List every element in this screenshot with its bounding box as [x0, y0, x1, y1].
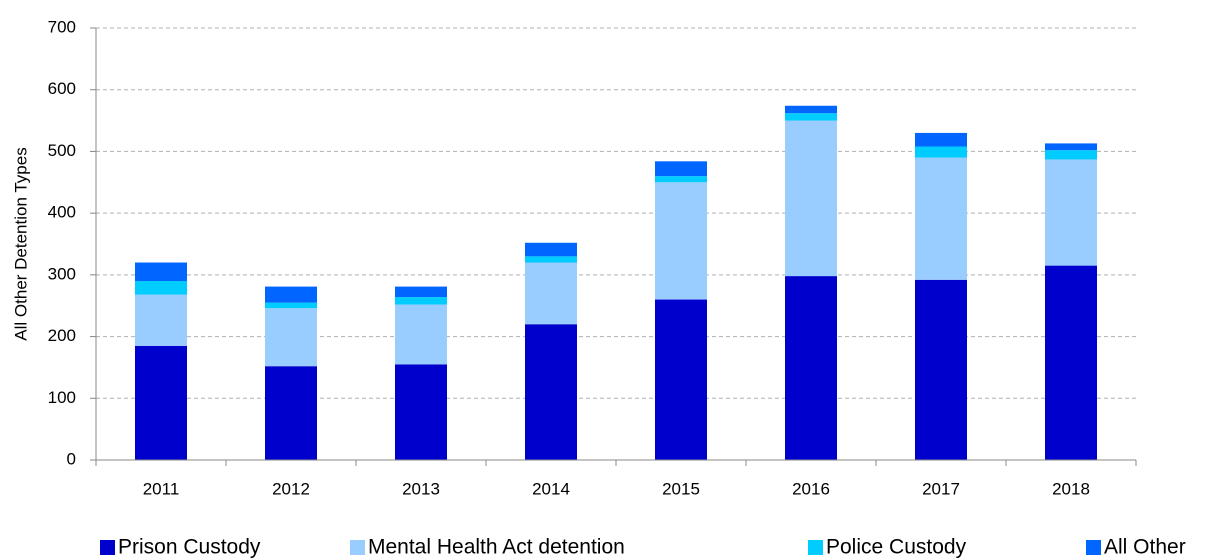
bar-segment	[1045, 265, 1097, 460]
bar-segment	[785, 276, 837, 460]
x-tick-label: 2013	[402, 479, 440, 498]
y-tick-label: 500	[48, 141, 76, 160]
bar-segment	[135, 345, 187, 460]
bar-segment	[655, 299, 707, 460]
bar-segment	[785, 113, 837, 121]
legend-label: All Other	[1104, 536, 1186, 559]
y-tick-label: 700	[48, 17, 76, 36]
x-tick-label: 2011	[143, 479, 180, 498]
bar-segment	[655, 161, 707, 177]
bar-segment	[135, 262, 187, 282]
bar-segment	[525, 262, 577, 325]
x-tick-label: 2014	[532, 479, 570, 498]
bar-segment	[785, 105, 837, 114]
bar-segment	[265, 308, 317, 367]
legend-swatch	[100, 540, 115, 555]
y-tick-label: 300	[48, 264, 76, 283]
bar-segment	[265, 286, 317, 303]
y-tick-label: 200	[48, 326, 76, 345]
legend-label: Mental Health Act detention	[368, 536, 625, 559]
legend-label: Prison Custody	[118, 536, 261, 559]
y-axis-label: All Other Detention Types	[11, 147, 30, 340]
x-tick-label: 2017	[922, 479, 960, 498]
bar-segment	[525, 324, 577, 460]
y-tick-label: 400	[48, 203, 76, 222]
bar-segment	[525, 256, 577, 263]
bar-segment	[915, 146, 967, 158]
bar-segment	[395, 304, 447, 365]
bar-segment	[265, 302, 317, 309]
bar-segment	[915, 132, 967, 147]
bar-segment	[525, 242, 577, 257]
bar-segment	[135, 281, 187, 295]
x-tick-label: 2016	[792, 479, 830, 498]
x-tick-label: 2012	[272, 479, 310, 498]
x-tick-label: 2015	[662, 479, 700, 498]
bar-segment	[1045, 159, 1097, 266]
bar-segment	[395, 286, 447, 298]
bar-segment	[655, 176, 707, 183]
x-tick-label: 2018	[1052, 479, 1090, 498]
legend-label: Police Custody	[826, 536, 967, 559]
bar-segment	[135, 294, 187, 346]
y-tick-label: 600	[48, 79, 76, 98]
legend-swatch	[1086, 540, 1101, 555]
bar-segment	[915, 279, 967, 460]
y-tick-label: 0	[67, 449, 76, 468]
bar-segment	[655, 182, 707, 300]
bar-segment	[1045, 150, 1097, 160]
bar-segment	[395, 297, 447, 305]
bar-segment	[395, 364, 447, 460]
bar-segment	[785, 120, 837, 277]
legend-swatch	[350, 540, 365, 555]
bar-segment	[265, 366, 317, 460]
bar-segment	[1045, 143, 1097, 151]
y-tick-label: 100	[48, 388, 76, 407]
legend-swatch	[808, 540, 823, 555]
bar-segment	[915, 157, 967, 280]
